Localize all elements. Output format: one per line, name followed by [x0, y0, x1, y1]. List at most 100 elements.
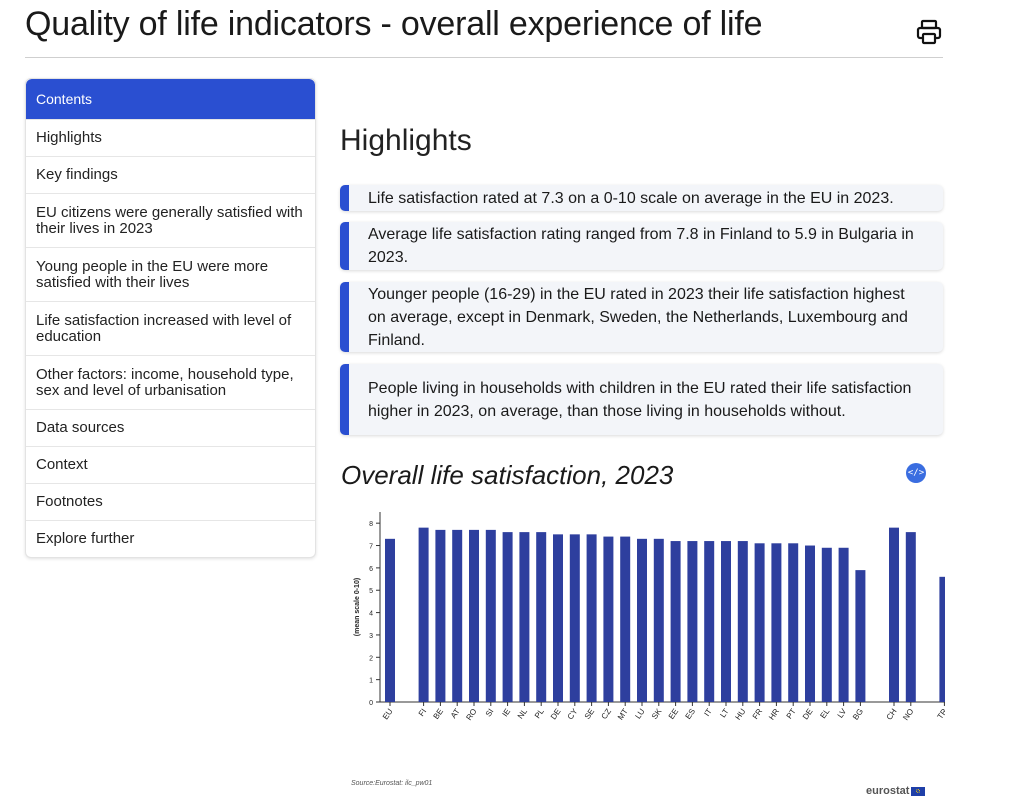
- highlight-item: People living in households with childre…: [340, 364, 943, 435]
- y-axis-label: (mean scale 0-10): [354, 578, 361, 636]
- toc-item-key-findings[interactable]: Key findings: [26, 156, 315, 193]
- highlight-item: Younger people (16-29) in the EU rated i…: [340, 282, 943, 352]
- x-tick-label: FI: [417, 707, 428, 718]
- bar-at: [452, 529, 463, 702]
- x-tick-label: BG: [851, 707, 865, 722]
- printer-icon: [916, 19, 942, 45]
- x-tick-label: AT: [449, 707, 462, 720]
- x-tick-label: EU: [381, 707, 395, 721]
- highlights-title: Highlights: [340, 124, 472, 157]
- x-tick-label: SI: [484, 707, 496, 718]
- bar-ee: [670, 541, 681, 702]
- bar-de: [553, 534, 563, 702]
- bar-el: [821, 547, 832, 702]
- x-tick-label: EL: [818, 707, 831, 721]
- bar-ch: [889, 527, 899, 702]
- bar-tr: [939, 576, 945, 702]
- bar-cz: [603, 536, 614, 702]
- bar-fr: [754, 543, 765, 702]
- toc-item-footnotes[interactable]: Footnotes: [26, 483, 315, 520]
- x-tick-label: CZ: [600, 707, 614, 721]
- bar-sk: [653, 538, 664, 702]
- bar-be: [435, 529, 446, 702]
- print-button[interactable]: [914, 18, 944, 46]
- toc-item-highlights[interactable]: Highlights: [26, 119, 315, 156]
- x-tick-label: SE: [583, 707, 596, 721]
- bar-es: [687, 541, 698, 702]
- x-tick-label: PT: [785, 707, 798, 721]
- x-tick-label: SK: [650, 706, 664, 720]
- bar-chart: 0 1 2 3 4 5 6 7 8 (mean scale 0-10) EU FI BE AT RO SI IE…: [354, 512, 945, 722]
- y-tick-label: 2: [369, 655, 373, 662]
- bar-pl: [536, 532, 547, 702]
- x-tick-label: BE: [432, 707, 445, 721]
- toc-item-young-people[interactable]: Young people in the EU were more satisfi…: [26, 247, 315, 301]
- x-tick-label: DE: [801, 707, 815, 721]
- x-tick-label: IE: [501, 707, 513, 718]
- bar-lv: [838, 547, 849, 702]
- highlight-text: Average life satisfaction rating ranged …: [368, 226, 914, 266]
- x-tick-label: NO: [901, 707, 915, 722]
- y-tick-label: 3: [369, 633, 373, 640]
- bar-hu: [737, 541, 748, 702]
- x-tick-label: LT: [718, 707, 730, 719]
- highlight-text: Younger people (16-29) in the EU rated i…: [368, 285, 908, 349]
- bar-si: [485, 529, 496, 702]
- x-tick-label: RO: [464, 707, 478, 722]
- toc-item-other-factors[interactable]: Other factors: income, household type, s…: [26, 355, 315, 409]
- bar-eu: [385, 538, 395, 702]
- highlight-item: Average life satisfaction rating ranged …: [340, 222, 943, 270]
- toc-item-context[interactable]: Context: [26, 446, 315, 483]
- bar-de: [805, 545, 815, 702]
- bar-nl: [519, 532, 530, 702]
- x-tick-label: HU: [733, 707, 747, 722]
- bar-cy: [569, 534, 580, 702]
- toc-item-data-sources[interactable]: Data sources: [26, 409, 315, 446]
- bar-ro: [469, 529, 479, 702]
- x-tick-label: PL: [533, 707, 546, 721]
- title-divider: [25, 57, 943, 58]
- chart-source: Source:Eurostat: ilc_pw01: [351, 780, 433, 787]
- x-tick-label: CY: [566, 706, 580, 721]
- contents-header[interactable]: Contents: [26, 79, 315, 119]
- x-tick-label: CH: [885, 707, 899, 722]
- y-tick-label: 8: [369, 521, 373, 528]
- bar-bg: [855, 570, 866, 702]
- chart-title: Overall life satisfaction, 2023: [341, 460, 674, 490]
- bar-mt: [620, 536, 631, 702]
- eu-flag-icon: [911, 786, 926, 796]
- y-tick-label: 6: [369, 566, 373, 573]
- bar-ie: [502, 532, 513, 702]
- toc-item-eu-citizens-satisfied[interactable]: EU citizens were generally satisfied wit…: [26, 193, 315, 247]
- x-tick-label: FR: [751, 707, 765, 721]
- x-tick-label: MT: [616, 707, 630, 722]
- toc-item-education[interactable]: Life satisfaction increased with level o…: [26, 301, 315, 355]
- x-tick-label: ES: [684, 707, 697, 721]
- highlight-text: Life satisfaction rated at 7.3 on a 0-10…: [368, 189, 894, 207]
- bar-it: [704, 541, 715, 702]
- bar-no: [905, 532, 916, 702]
- y-tick-label: 5: [369, 588, 373, 595]
- x-tick-label: NL: [516, 707, 530, 721]
- page-title: Quality of life indicators - overall exp…: [25, 5, 763, 43]
- y-tick-label: 7: [369, 544, 373, 551]
- x-tick-label: TR: [936, 707, 945, 721]
- x-tick-label: LV: [836, 706, 849, 719]
- y-tick-label: 4: [369, 611, 373, 618]
- x-tick-label: HR: [767, 707, 781, 722]
- bar-pt: [788, 543, 799, 702]
- bar-lt: [721, 541, 731, 702]
- x-tick-label: IT: [702, 707, 714, 718]
- highlight-text: People living in households with childre…: [368, 379, 912, 420]
- bar-fi: [418, 527, 429, 702]
- embed-code-button[interactable]: </>: [906, 463, 926, 483]
- highlight-item: Life satisfaction rated at 7.3 on a 0-10…: [340, 185, 943, 211]
- y-tick-label: 1: [369, 678, 373, 685]
- bar-hr: [771, 543, 782, 702]
- eurostat-logo[interactable]: eurostat: [866, 785, 926, 797]
- bar-se: [586, 534, 597, 702]
- contents-nav: Contents Highlights Key findings EU citi…: [25, 78, 316, 558]
- toc-item-explore-further[interactable]: Explore further: [26, 520, 315, 557]
- y-tick-label: 0: [369, 700, 373, 707]
- x-tick-label: LU: [633, 707, 646, 721]
